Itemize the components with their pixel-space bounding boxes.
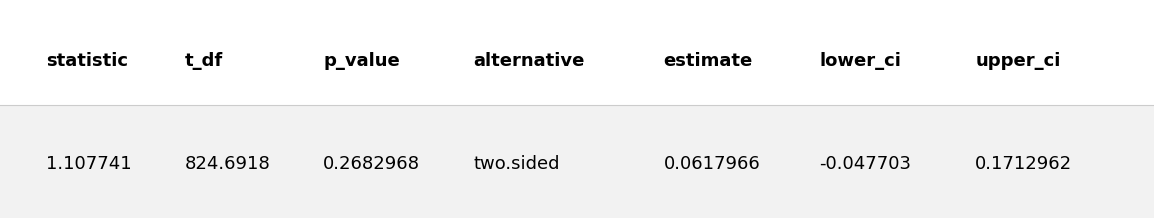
- Text: two.sided: two.sided: [473, 155, 560, 172]
- Bar: [0, 105, 1154, 218]
- Text: 0.2682968: 0.2682968: [323, 155, 420, 172]
- Text: upper_ci: upper_ci: [975, 52, 1061, 70]
- Text: -0.047703: -0.047703: [819, 155, 912, 172]
- Text: 0.0617966: 0.0617966: [664, 155, 760, 172]
- Text: 0.1712962: 0.1712962: [975, 155, 1072, 172]
- Text: t_df: t_df: [185, 52, 223, 70]
- Text: 824.6918: 824.6918: [185, 155, 270, 172]
- Text: 1.107741: 1.107741: [46, 155, 132, 172]
- Text: lower_ci: lower_ci: [819, 52, 901, 70]
- Text: estimate: estimate: [664, 52, 752, 70]
- Text: alternative: alternative: [473, 52, 585, 70]
- Bar: [0, 0, 1154, 105]
- Text: statistic: statistic: [46, 52, 128, 70]
- Text: p_value: p_value: [323, 52, 400, 70]
